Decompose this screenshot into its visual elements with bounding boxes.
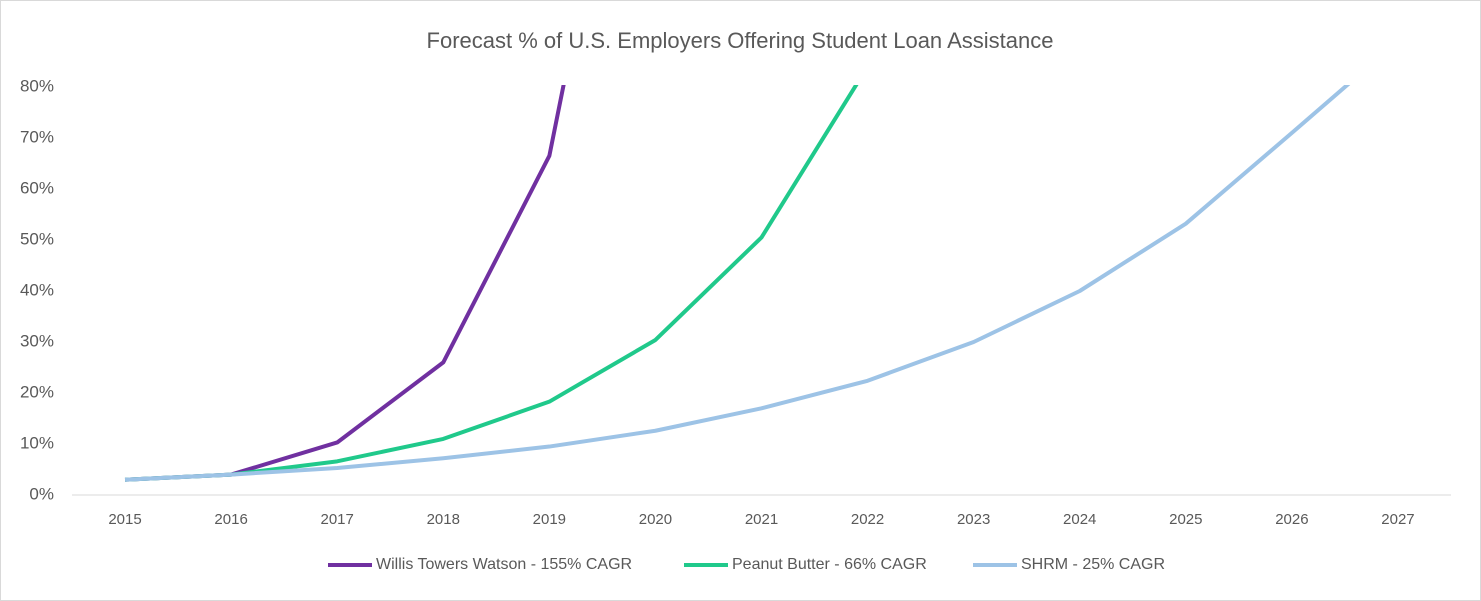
x-tick-label: 2021 <box>745 511 778 528</box>
y-tick-label: 30% <box>20 331 54 350</box>
y-tick-label: 70% <box>20 127 54 146</box>
y-tick-label: 60% <box>20 178 54 197</box>
chart-title: Forecast % of U.S. Employers Offering St… <box>427 28 1054 53</box>
x-tick-label: 2022 <box>851 511 884 528</box>
x-tick-label: 2016 <box>214 511 247 528</box>
x-tick-label: 2026 <box>1275 511 1308 528</box>
y-tick-label: 0% <box>29 484 54 503</box>
y-tick-label: 10% <box>20 433 54 452</box>
y-tick-label: 20% <box>20 382 54 401</box>
y-tick-label: 40% <box>20 280 54 299</box>
legend-label: Peanut Butter - 66% CAGR <box>732 556 927 573</box>
x-tick-label: 2015 <box>108 511 141 528</box>
legend-label: Willis Towers Watson - 155% CAGR <box>376 556 632 573</box>
x-tick-label: 2018 <box>427 511 460 528</box>
x-tick-label: 2017 <box>321 511 354 528</box>
y-tick-label: 80% <box>20 76 54 95</box>
y-tick-label: 50% <box>20 229 54 248</box>
x-tick-label: 2027 <box>1381 511 1414 528</box>
x-tick-label: 2020 <box>639 511 672 528</box>
legend-label: SHRM - 25% CAGR <box>1021 556 1165 573</box>
series-line <box>124 85 1351 482</box>
x-tick-label: 2024 <box>1063 511 1096 528</box>
x-tick-label: 2019 <box>533 511 566 528</box>
x-tick-label: 2025 <box>1169 511 1202 528</box>
x-tick-label: 2023 <box>957 511 990 528</box>
